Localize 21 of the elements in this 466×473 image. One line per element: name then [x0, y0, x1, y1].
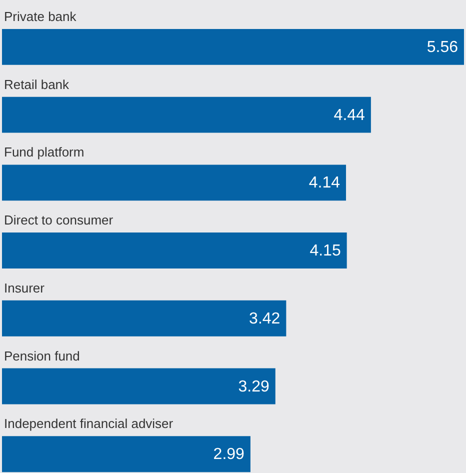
y-tick-label: Insurer — [4, 280, 46, 296]
y-tick-label: Direct to consumer — [4, 212, 114, 228]
y-tick-label: Retail bank — [4, 76, 70, 92]
data-label: 4.44 — [334, 106, 366, 124]
bar — [2, 300, 286, 336]
data-label: 3.42 — [249, 310, 280, 328]
data-label: 4.14 — [308, 174, 340, 192]
y-tick-label: Fund platform — [4, 144, 84, 160]
y-tick-label: Private bank — [4, 8, 77, 24]
data-label: 4.15 — [310, 242, 341, 260]
data-label: 2.99 — [213, 446, 245, 464]
bar — [2, 164, 346, 201]
bar — [2, 436, 250, 472]
y-tick-label: Independent financial adviser — [4, 416, 174, 432]
bar — [2, 368, 276, 404]
bar — [2, 96, 371, 133]
data-label: 3.29 — [238, 378, 270, 396]
y-tick-label: Pension fund — [4, 348, 80, 364]
bar — [2, 232, 347, 269]
data-label: 5.56 — [426, 38, 458, 56]
bar — [2, 28, 464, 65]
